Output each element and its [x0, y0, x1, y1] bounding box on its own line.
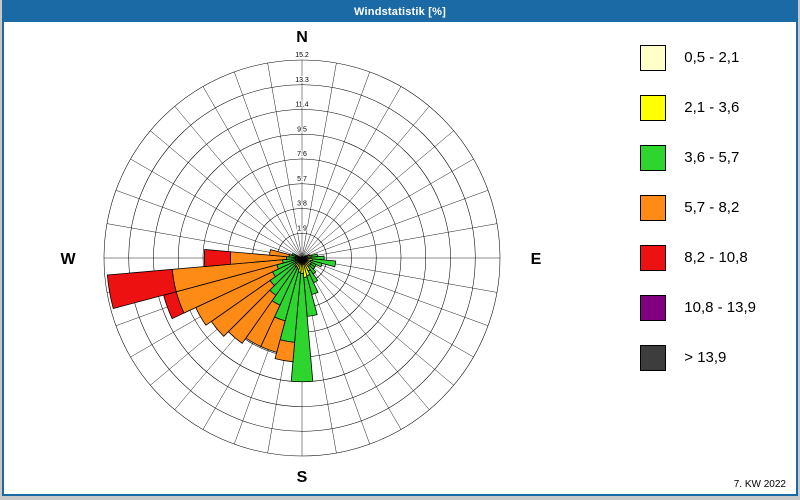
- legend-swatch: [640, 194, 667, 221]
- legend-item: 8,2 - 10,8: [640, 244, 756, 271]
- ring-label: 7.6: [297, 151, 307, 158]
- ring-label: 11.4: [295, 102, 308, 109]
- grid-spoke: [150, 130, 303, 259]
- grid-spoke: [301, 130, 454, 259]
- legend-item: 3,6 - 5,7: [640, 144, 756, 171]
- ring-label: 13.3: [295, 77, 309, 84]
- grid-spoke: [301, 257, 402, 430]
- grid-spoke: [301, 62, 337, 259]
- compass-label-s: S: [297, 469, 308, 486]
- grid-spoke: [301, 257, 474, 358]
- grid-spoke: [301, 257, 430, 410]
- wind-sector-segment: [309, 259, 323, 268]
- grid-spoke: [202, 86, 303, 259]
- compass-label-e: E: [531, 251, 542, 268]
- legend-item: 10,8 - 13,9: [640, 294, 756, 321]
- grid-spoke: [174, 106, 303, 259]
- grid-spoke: [106, 223, 303, 259]
- legend-item: > 13,9: [640, 344, 756, 371]
- legend-swatch: [640, 44, 667, 71]
- window-titlebar[interactable]: Windstatistik [%]: [4, 2, 796, 22]
- wind-sector-segment: [291, 253, 297, 257]
- ring-label: 9.5: [297, 126, 307, 133]
- legend-label: 5,7 - 8,2: [684, 199, 740, 216]
- grid-spoke: [234, 71, 303, 259]
- window-title: Windstatistik [%]: [354, 6, 446, 18]
- grid-spoke: [301, 158, 474, 259]
- ring-label: 1.9: [297, 225, 307, 232]
- wind-sector-segment: [274, 339, 296, 363]
- grid-spoke: [301, 257, 489, 326]
- grid-spoke: [130, 158, 303, 259]
- legend-swatch: [640, 294, 667, 321]
- wind-sector-segment: [269, 249, 290, 258]
- legend-label: 8,2 - 10,8: [684, 249, 748, 266]
- legend: 0,5 - 2,1 2,1 - 3,6 3,6 - 5,7 5,7 - 8,2 8,2 …: [640, 44, 756, 394]
- grid-spoke: [301, 71, 370, 259]
- legend-item: 5,7 - 8,2: [640, 194, 756, 221]
- legend-item: 2,1 - 3,6: [640, 94, 756, 121]
- legend-swatch: [640, 344, 667, 371]
- legend-item: 0,5 - 2,1: [640, 44, 756, 71]
- legend-label: 10,8 - 13,9: [684, 299, 756, 316]
- legend-swatch: [640, 244, 667, 271]
- ring-label: 5.7: [297, 176, 307, 183]
- wind-sector-segment: [290, 273, 314, 383]
- wind-sector-segment: [311, 258, 337, 268]
- compass-label-n: N: [296, 29, 308, 46]
- wind-sector-segment: [106, 268, 177, 310]
- week-label: 7. KW 2022: [733, 479, 786, 490]
- compass-label-w: W: [60, 251, 76, 268]
- ring-label: 3.8: [297, 201, 307, 208]
- wind-rose-chart: 1.9 3.8 5.7 7.6 9.5 11.4 13.3 15.2 N S W E: [60, 29, 542, 486]
- grid-spoke: [301, 86, 402, 259]
- legend-swatch: [640, 144, 667, 171]
- grid-spoke: [301, 106, 430, 259]
- grid-spoke: [301, 257, 454, 386]
- ring-label: 15.2: [295, 52, 309, 59]
- grid-spoke: [301, 190, 489, 259]
- grid-spoke: [267, 62, 303, 259]
- legend-label: 2,1 - 3,6: [684, 99, 740, 116]
- grid-spoke: [301, 223, 498, 259]
- legend-swatch: [640, 94, 667, 121]
- legend-label: > 13,9: [684, 349, 727, 366]
- grid-spoke: [115, 190, 303, 259]
- legend-label: 3,6 - 5,7: [684, 149, 740, 166]
- legend-label: 0,5 - 2,1: [684, 49, 740, 66]
- wind-sector-segment: [203, 249, 232, 267]
- chart-area: 1.9 3.8 5.7 7.6 9.5 11.4 13.3 15.2 N S W E 0,5 - 2,…: [4, 22, 796, 494]
